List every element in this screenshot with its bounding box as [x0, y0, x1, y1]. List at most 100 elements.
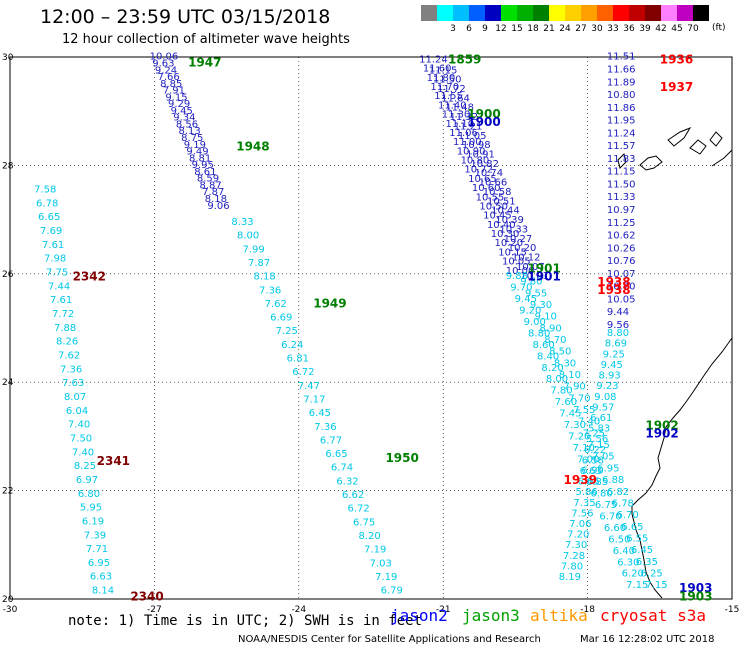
scale-label: 15: [511, 24, 523, 34]
wave-height-value: 7.40: [68, 420, 90, 431]
wave-height-value: 9.45: [171, 106, 193, 117]
wave-height-value: 6.40: [613, 546, 635, 557]
wave-height-value: 6.24: [281, 340, 303, 351]
wave-height-value: 7.47: [298, 381, 320, 392]
wave-height-value: 9.70: [510, 283, 532, 294]
credit-agency: NOAA/NESDIS Center for Satellite Applica…: [238, 634, 541, 645]
wave-height-value: 9.25: [603, 349, 625, 360]
wave-height-value: 6.50: [608, 534, 630, 545]
wave-height-value: 7.58: [34, 185, 56, 196]
wave-height-value: 9.08: [594, 392, 616, 403]
wave-height-value: 10.05: [607, 294, 636, 305]
wave-height-value: 6.32: [336, 476, 358, 487]
legend-altika: altika: [530, 606, 588, 625]
wave-height-value: 8.40: [537, 351, 559, 362]
wave-height-value: 8.20: [359, 531, 381, 542]
legend-cryosat: cryosat s3a: [600, 606, 706, 625]
wave-height-value: 6.58: [582, 455, 604, 466]
wave-height-value: 7.30: [564, 420, 586, 431]
scale-label: 70: [687, 24, 699, 34]
scale-swatch: [485, 5, 501, 21]
wave-height-value: 7.69: [40, 226, 62, 237]
wave-height-value: 8.10: [559, 370, 581, 381]
legend-note: note: 1) Time is in UTC; 2) SWH is in fe…: [68, 613, 423, 629]
wave-height-value: 7.87: [202, 187, 224, 198]
wave-height-value: 10.39: [495, 215, 524, 226]
wave-height-value: 7.80: [561, 561, 583, 572]
map-frame: [9, 56, 733, 600]
scale-label: 21: [543, 24, 555, 34]
wave-height-value: 6.45: [309, 408, 331, 419]
pass-time-label: 1938: [597, 283, 630, 297]
wave-height-value: 5.95: [80, 503, 102, 514]
graticule: [10, 57, 732, 599]
wave-height-value: 8.20: [541, 363, 563, 374]
scale-swatch: [453, 5, 469, 21]
wave-height-value: 8.33: [231, 217, 253, 228]
scale-swatch: [549, 5, 565, 21]
wave-height-value: 11.40: [438, 100, 467, 111]
wave-height-value: 7.28: [563, 551, 585, 562]
wave-height-value: 8.60: [533, 340, 555, 351]
wave-height-value: 6.60: [604, 523, 626, 534]
wave-height-value: 6.35: [636, 557, 658, 568]
morocco-coast: [711, 149, 733, 167]
wave-height-value: 9.44: [607, 307, 629, 318]
wave-height-value: 10.82: [470, 159, 499, 170]
wave-height-value: 10.55: [476, 192, 505, 203]
wave-height-value: 9.55: [525, 288, 547, 299]
pass-time-label: 1901: [527, 261, 560, 275]
lat-tick-label: 30: [2, 53, 14, 63]
wave-height-value: 7.25: [276, 326, 298, 337]
wave-height-value: 6.70: [616, 510, 638, 521]
wave-height-value: 7.17: [303, 394, 325, 405]
wave-height-value: 10.50: [479, 201, 508, 212]
lat-tick-label: 24: [2, 378, 14, 388]
pass-time-label: 2342: [73, 270, 106, 284]
scale-label: 3: [450, 24, 456, 34]
scale-swatch: [581, 5, 597, 21]
wave-height-value: 10.05: [502, 257, 531, 268]
wave-height-value: 10.20: [508, 243, 537, 254]
wave-height-value: 7.36: [259, 285, 281, 296]
lon-tick-label: -27: [147, 605, 162, 615]
wave-height-value: 7.80: [550, 386, 572, 397]
wave-height-value: 8.61: [194, 167, 216, 178]
wave-height-value: 11.64: [441, 93, 470, 104]
wave-height-value: 8.14: [92, 586, 114, 597]
wave-height-value: 6.62: [342, 490, 364, 501]
canary-islands: [617, 126, 723, 171]
wave-height-value: 7.36: [314, 422, 336, 433]
wave-height-value: 7.60: [555, 397, 577, 408]
wave-height-value: 10.51: [487, 196, 516, 207]
wave-height-value: 6.65: [621, 522, 643, 533]
lat-tick-label: 22: [2, 487, 13, 497]
pass-time-label: 1903: [679, 581, 712, 595]
wave-height-value: 8.80: [528, 328, 550, 339]
scale-swatch: [437, 5, 453, 21]
wave-height-value: 7.66: [157, 72, 179, 83]
lat-tick-label: 20: [2, 595, 14, 605]
scale-swatch: [469, 5, 485, 21]
wave-height-value: 11.60: [423, 64, 452, 75]
wave-height-value: 7.36: [60, 364, 82, 375]
wave-height-value: 10.07: [607, 269, 636, 280]
wave-height-value: 9.95: [192, 160, 214, 171]
pass-time-label: 1903: [679, 589, 712, 603]
wave-height-value: 8.87: [199, 180, 221, 191]
wave-height-value: 8.90: [539, 323, 561, 334]
wave-height-value: 7.15: [588, 440, 610, 451]
wave-height-value: 10.20: [494, 238, 523, 249]
wave-height-value: 6.65: [578, 477, 600, 488]
wave-height-value: 6.22: [584, 445, 606, 456]
wave-height-value: 11.89: [607, 77, 636, 88]
scale-swatch: [517, 5, 533, 21]
scale-swatch: [645, 5, 661, 21]
wave-height-value: 7.39: [84, 530, 106, 541]
legend-jason3: jason3: [462, 606, 520, 625]
wave-height-value: 9.15: [165, 92, 187, 103]
wave-height-value: 6.63: [580, 466, 602, 477]
wave-height-value: 10.66: [479, 178, 508, 189]
wave-height-value: 10.80: [461, 156, 490, 167]
wave-height-value: 8.18: [254, 272, 276, 283]
